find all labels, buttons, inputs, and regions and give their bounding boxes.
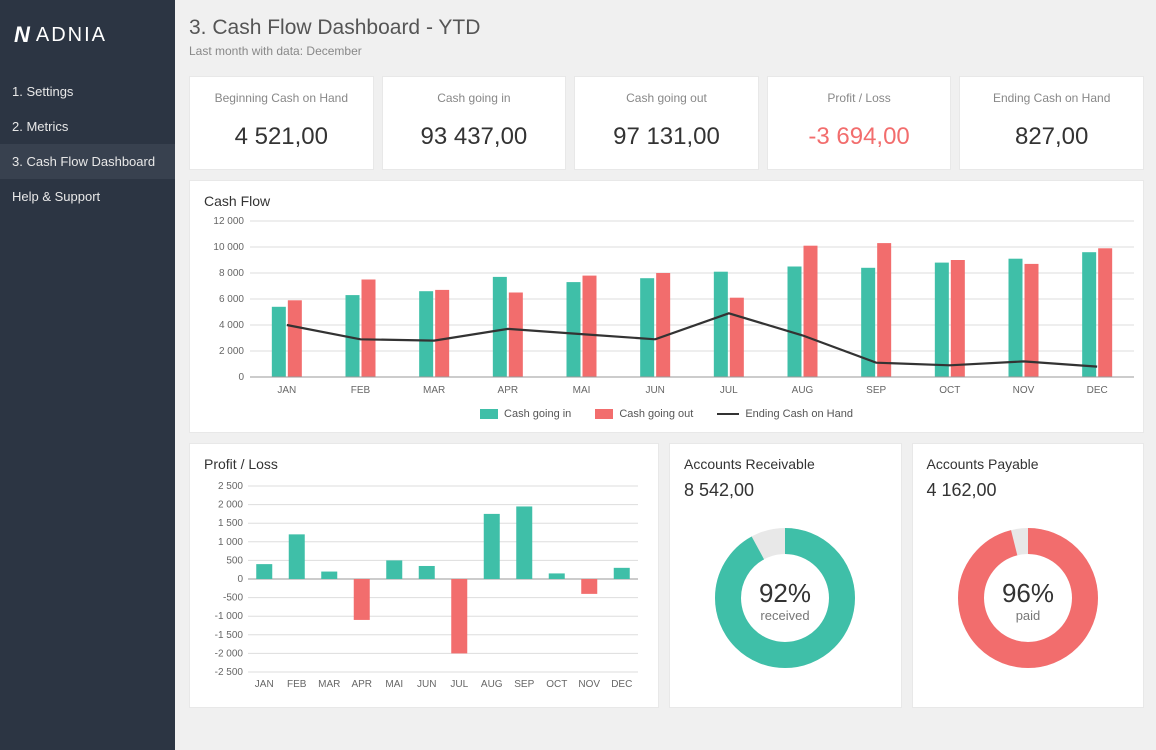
kpi-label: Cash going out [581,91,752,105]
sidebar-item-2[interactable]: 3. Cash Flow Dashboard [0,144,175,179]
sidebar: N ADNIA 1. Settings2. Metrics3. Cash Flo… [0,0,175,750]
cashflow-panel: Cash Flow 0 2 000 4 000 6 000 8 000 10 000 12 … [189,180,1144,433]
svg-text:SEP: SEP [514,679,534,690]
logo-icon: N [14,22,28,48]
svg-text:FEB: FEB [351,385,371,396]
svg-text:OCT: OCT [546,679,567,690]
svg-text:JUL: JUL [450,679,468,690]
page-subtitle: Last month with data: December [189,44,1144,58]
svg-text:0: 0 [238,372,244,383]
svg-text:APR: APR [351,679,372,690]
svg-text:MAI: MAI [573,385,591,396]
legend-ending: Ending Cash on Hand [717,408,853,420]
kpi-value: 97 131,00 [581,123,752,151]
kpi-card-0: Beginning Cash on Hand 4 521,00 [189,76,374,170]
svg-text:JUN: JUN [645,385,664,396]
svg-text:2 000: 2 000 [219,346,244,357]
svg-text:AUG: AUG [792,385,814,396]
ap-title: Accounts Payable [927,456,1130,472]
kpi-label: Cash going in [389,91,560,105]
svg-text:8 000: 8 000 [219,268,244,279]
profitloss-chart: -2 500 -2 000 -1 500 -1 000 -500 0 500 1 000 1 5… [204,480,644,690]
legend-cash-in: Cash going in [480,408,571,420]
ar-donut-chart: 92% received [700,513,870,683]
cashflow-chart: 0 2 000 4 000 6 000 8 000 10 000 12 000 JAN FEB M… [204,217,1144,397]
svg-text:-2 000: -2 000 [215,648,244,659]
svg-text:2 000: 2 000 [218,500,243,511]
kpi-card-3: Profit / Loss -3 694,00 [767,76,952,170]
sidebar-item-3[interactable]: Help & Support [0,179,175,214]
accounts-payable-panel: Accounts Payable 4 162,00 96% paid [912,443,1145,708]
svg-text:1 000: 1 000 [218,537,243,548]
svg-text:10 000: 10 000 [213,242,244,253]
sidebar-nav: 1. Settings2. Metrics3. Cash Flow Dashbo… [0,74,175,214]
svg-text:96%: 96% [1002,578,1054,608]
ap-value: 4 162,00 [927,480,1130,501]
kpi-row: Beginning Cash on Hand 4 521,00Cash goin… [189,76,1144,170]
svg-text:0: 0 [237,574,243,585]
svg-text:MAI: MAI [385,679,403,690]
svg-text:MAR: MAR [318,679,340,690]
sidebar-item-1[interactable]: 2. Metrics [0,109,175,144]
svg-text:JUL: JUL [720,385,738,396]
svg-text:MAR: MAR [423,385,445,396]
kpi-label: Beginning Cash on Hand [196,91,367,105]
sidebar-item-0[interactable]: 1. Settings [0,74,175,109]
kpi-label: Ending Cash on Hand [966,91,1137,105]
profitloss-panel: Profit / Loss -2 500 -2 000 -1 500 -1 000 -5… [189,443,659,708]
kpi-card-2: Cash going out 97 131,00 [574,76,759,170]
svg-text:-500: -500 [223,593,243,604]
svg-text:1 500: 1 500 [218,518,243,529]
kpi-card-4: Ending Cash on Hand 827,00 [959,76,1144,170]
page-title: 3. Cash Flow Dashboard - YTD [189,16,1144,40]
brand-logo: N ADNIA [0,0,175,74]
svg-text:92%: 92% [759,578,811,608]
ar-value: 8 542,00 [684,480,887,501]
svg-text:-1 500: -1 500 [215,630,244,641]
svg-text:JUN: JUN [417,679,436,690]
svg-text:DEC: DEC [1087,385,1108,396]
cashflow-legend: Cash going in Cash going out Ending Cash o… [204,408,1129,420]
svg-text:4 000: 4 000 [219,320,244,331]
svg-text:paid: paid [1015,608,1040,623]
svg-text:500: 500 [226,555,243,566]
cashflow-title: Cash Flow [204,193,1129,209]
svg-text:APR: APR [498,385,519,396]
svg-text:-2 500: -2 500 [215,667,244,678]
svg-text:OCT: OCT [939,385,960,396]
svg-text:12 000: 12 000 [213,217,244,227]
svg-text:AUG: AUG [481,679,503,690]
svg-text:SEP: SEP [866,385,886,396]
svg-text:JAN: JAN [255,679,274,690]
svg-text:DEC: DEC [611,679,632,690]
svg-text:NOV: NOV [1013,385,1035,396]
kpi-value: 827,00 [966,123,1137,151]
kpi-value: -3 694,00 [774,123,945,151]
page-header: 3. Cash Flow Dashboard - YTD Last month … [189,16,1144,58]
svg-text:received: received [761,608,810,623]
brand-name: ADNIA [36,24,107,47]
kpi-value: 4 521,00 [196,123,367,151]
svg-text:2 500: 2 500 [218,481,243,492]
svg-text:-1 000: -1 000 [215,611,244,622]
kpi-card-1: Cash going in 93 437,00 [382,76,567,170]
svg-text:6 000: 6 000 [219,294,244,305]
svg-text:JAN: JAN [277,385,296,396]
ar-title: Accounts Receivable [684,456,887,472]
profitloss-title: Profit / Loss [204,456,644,472]
kpi-label: Profit / Loss [774,91,945,105]
ap-donut-chart: 96% paid [943,513,1113,683]
svg-text:NOV: NOV [578,679,600,690]
bottom-row: Profit / Loss -2 500 -2 000 -1 500 -1 000 -5… [189,443,1144,708]
accounts-receivable-panel: Accounts Receivable 8 542,00 92% receive… [669,443,902,708]
legend-cash-out: Cash going out [595,408,693,420]
main-content: 3. Cash Flow Dashboard - YTD Last month … [175,0,1156,750]
svg-text:FEB: FEB [287,679,307,690]
kpi-value: 93 437,00 [389,123,560,151]
